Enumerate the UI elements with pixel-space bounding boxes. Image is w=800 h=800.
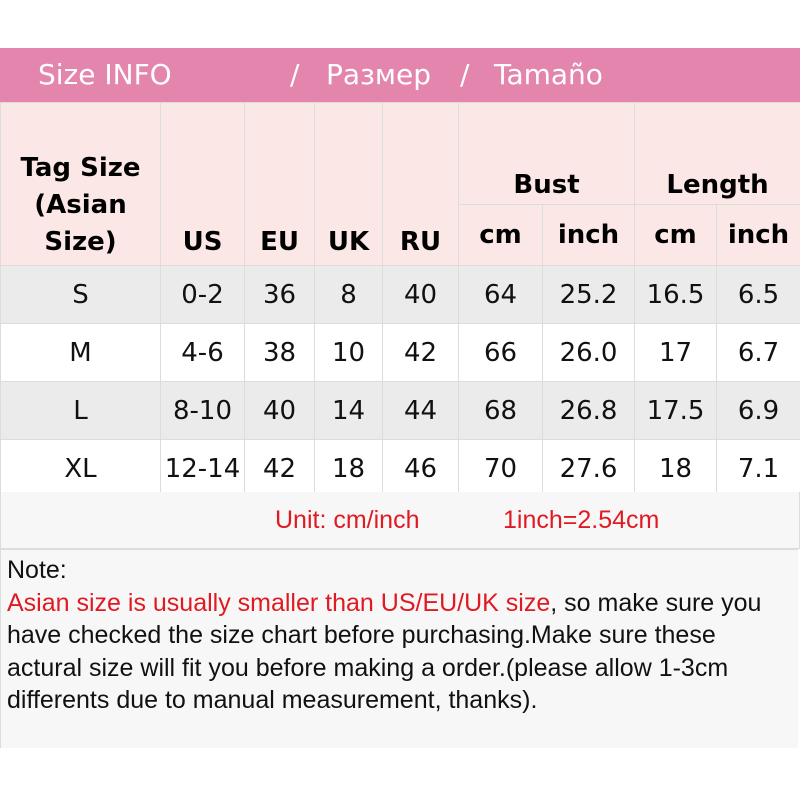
- cell-bust-cm: 64: [458, 265, 543, 324]
- cell-length-inch: 7.1: [716, 439, 800, 498]
- size-table: Tag Size (Asian Size) US EU UK RU Bust L…: [0, 102, 800, 498]
- header-bust-cm: cm: [458, 204, 543, 266]
- title-size-info: Size INFO: [38, 58, 172, 91]
- cell-bust-cm: 70: [458, 439, 543, 498]
- table-row: M 4-6 38 10 42 66 26.0 17 6.7: [0, 323, 800, 382]
- cell-us: 12-14: [160, 439, 245, 498]
- cell-length-cm: 16.5: [634, 265, 718, 324]
- cell-tag: L: [0, 381, 161, 440]
- note-body: , so make sure you have checked the size…: [7, 588, 762, 715]
- cell-bust-inch: 26.8: [541, 381, 636, 440]
- title-bar: Size INFO / Размер / Tamaño: [0, 48, 800, 102]
- cell-length-inch: 6.7: [716, 323, 800, 382]
- cell-eu: 40: [244, 381, 315, 440]
- table-row: XL 12-14 42 18 46 70 27.6 18 7.1: [0, 439, 800, 498]
- cell-ru: 44: [382, 381, 459, 440]
- cell-bust-cm: 68: [458, 381, 543, 440]
- cell-uk: 10: [314, 323, 383, 382]
- cell-length-inch: 6.9: [716, 381, 800, 440]
- note-heading: Note:: [7, 556, 67, 584]
- cell-ru: 40: [382, 265, 459, 324]
- cell-length-cm: 17: [634, 323, 718, 382]
- header-bust-inch: inch: [541, 204, 636, 266]
- cell-eu: 42: [244, 439, 315, 498]
- cell-bust-inch: 27.6: [541, 439, 636, 498]
- note-text: Asian size is usually smaller than US/EU…: [7, 587, 792, 717]
- header-length: Length: [634, 102, 800, 205]
- cell-eu: 36: [244, 265, 315, 324]
- header-ru: RU: [382, 102, 459, 266]
- cell-length-cm: 17.5: [634, 381, 718, 440]
- unit-label: Unit: cm/inch: [275, 506, 420, 534]
- cell-ru: 46: [382, 439, 459, 498]
- cell-us: 4-6: [160, 323, 245, 382]
- table-row: S 0-2 36 8 40 64 25.2 16.5 6.5: [0, 265, 800, 324]
- cell-ru: 42: [382, 323, 459, 382]
- header-uk: UK: [314, 102, 383, 266]
- cell-uk: 8: [314, 265, 383, 324]
- cell-bust-cm: 66: [458, 323, 543, 382]
- cell-bust-inch: 26.0: [541, 323, 636, 382]
- header-tag-line: (Asian: [34, 190, 127, 220]
- cell-us: 0-2: [160, 265, 245, 324]
- note-warning: Asian size is usually smaller than US/EU…: [7, 588, 551, 617]
- cell-eu: 38: [244, 323, 315, 382]
- cell-uk: 14: [314, 381, 383, 440]
- title-spanish: Tamaño: [494, 58, 603, 91]
- header-length-cm: cm: [634, 204, 718, 266]
- header-us: US: [160, 102, 245, 266]
- header-tag-line: Tag Size: [20, 153, 141, 183]
- header-eu: EU: [244, 102, 315, 266]
- header-length-inch: inch: [716, 204, 800, 266]
- cell-length-inch: 6.5: [716, 265, 800, 324]
- cell-tag: S: [0, 265, 161, 324]
- title-separator: /: [290, 58, 300, 91]
- cell-tag: XL: [0, 439, 161, 498]
- header-tag-line: Size): [44, 227, 117, 257]
- cell-uk: 18: [314, 439, 383, 498]
- header-bust: Bust: [457, 102, 636, 205]
- note-section: Note: Asian size is usually smaller than…: [0, 548, 798, 748]
- cell-length-cm: 18: [634, 439, 718, 498]
- header-tag-size: Tag Size (Asian Size): [0, 102, 161, 266]
- title-russian: Размер: [326, 58, 432, 91]
- table-row: L 8-10 40 14 44 68 26.8 17.5 6.9: [0, 381, 800, 440]
- cell-bust-inch: 25.2: [541, 265, 636, 324]
- cell-tag: M: [0, 323, 161, 382]
- title-separator: /: [460, 58, 470, 91]
- unit-conversion: 1inch=2.54cm: [503, 506, 660, 534]
- unit-row: Unit: cm/inch 1inch=2.54cm: [0, 492, 800, 549]
- cell-us: 8-10: [160, 381, 245, 440]
